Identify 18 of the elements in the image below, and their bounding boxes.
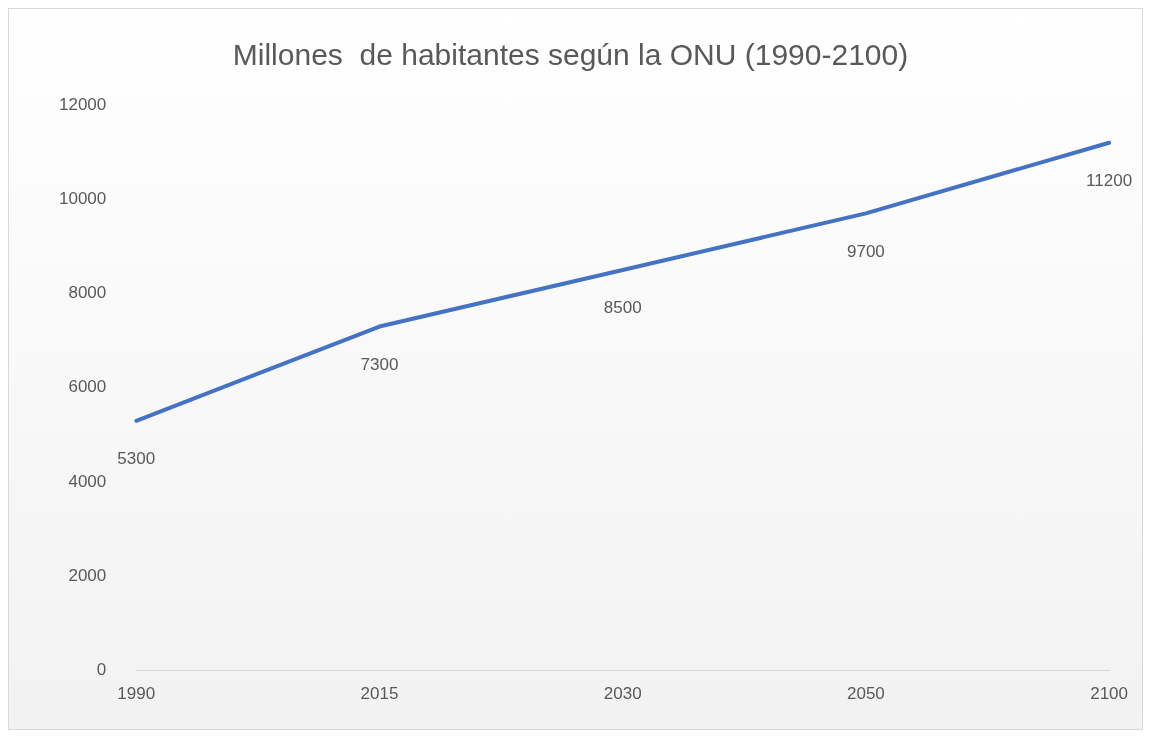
chart-title: Millones de habitantes según la ONU (1990-2100) <box>232 38 909 72</box>
data-label: 7300 <box>360 354 399 374</box>
y-tick-label: 2000 <box>68 566 107 586</box>
x-tick-label: 2030 <box>603 684 642 704</box>
y-tick-label: 12000 <box>58 94 107 114</box>
data-label: 9700 <box>846 241 885 261</box>
data-label: 5300 <box>117 448 156 468</box>
x-tick-label: 2050 <box>846 684 885 704</box>
y-tick-label: 4000 <box>68 471 107 491</box>
y-tick-label: 8000 <box>68 283 107 303</box>
x-tick-label: 1990 <box>117 684 156 704</box>
y-tick-label: 6000 <box>68 377 107 397</box>
x-tick-label: 2015 <box>360 684 399 704</box>
data-label: 8500 <box>603 298 642 318</box>
y-tick-label: 10000 <box>58 188 107 208</box>
x-tick-label: 2100 <box>1090 684 1128 704</box>
y-tick-label: 0 <box>96 660 107 680</box>
data-label: 11200 <box>1086 170 1133 190</box>
